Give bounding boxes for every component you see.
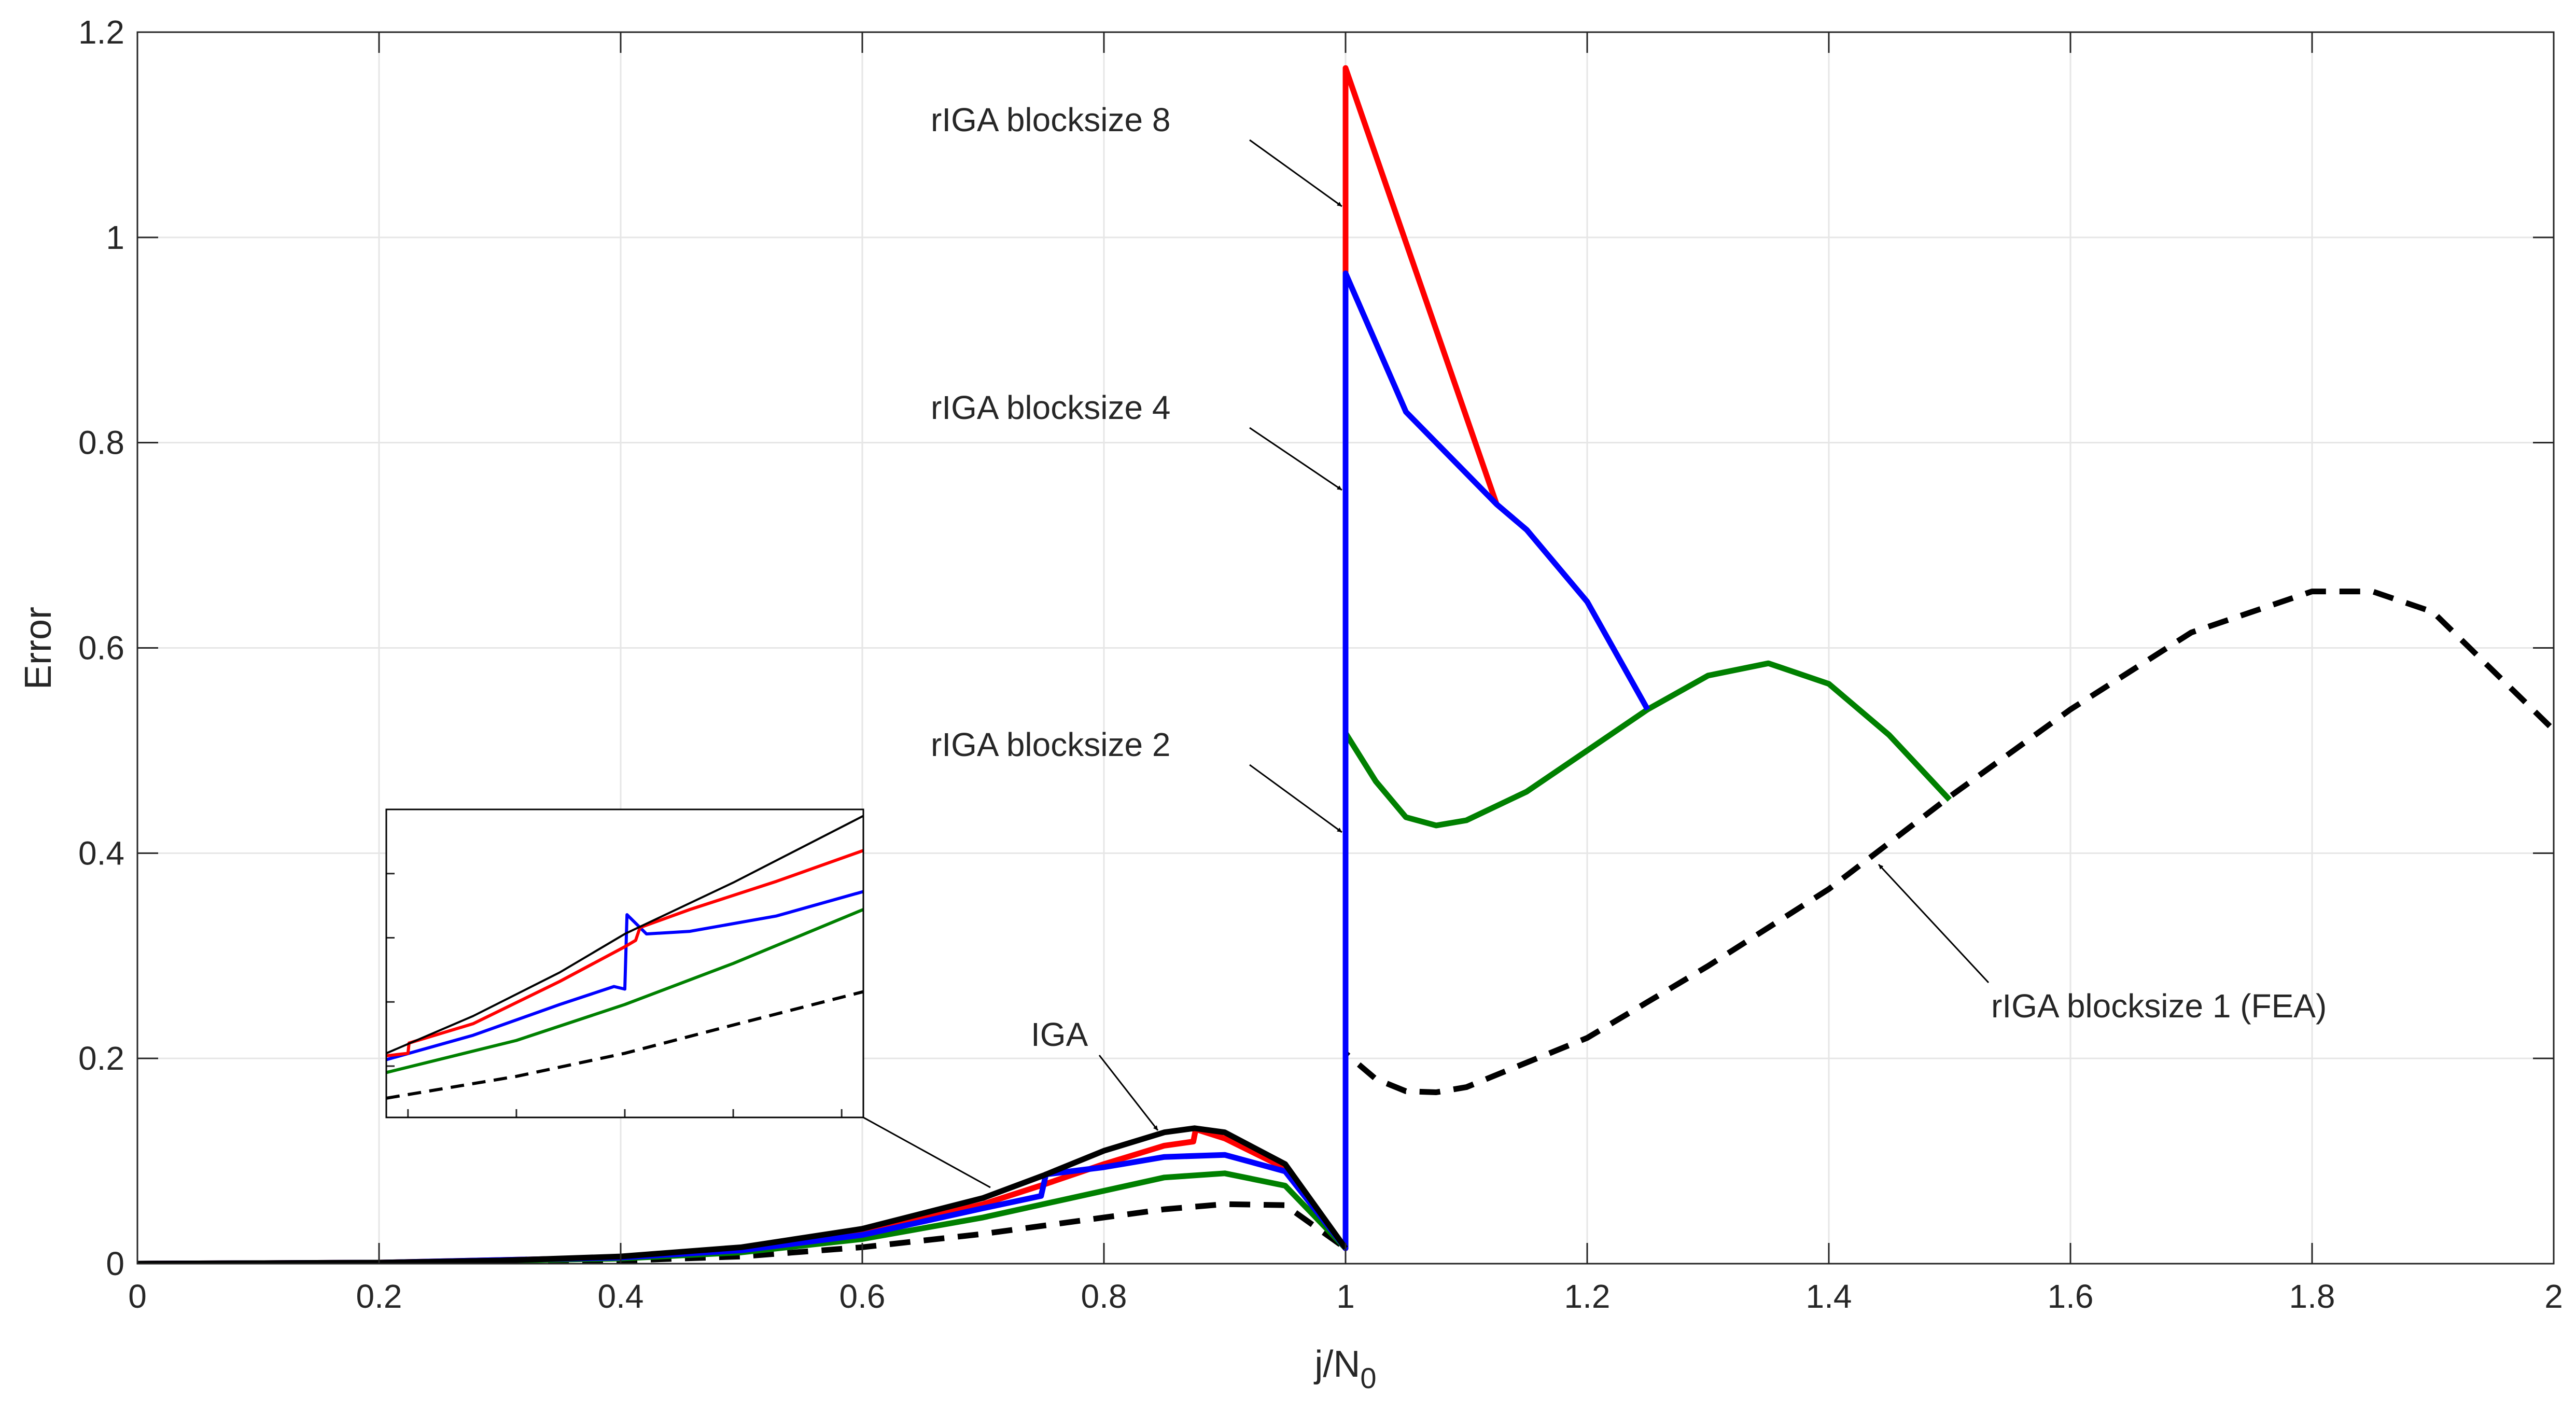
inset-series-blocksize-8	[386, 849, 863, 1058]
x-tick-label: 0	[128, 1278, 147, 1315]
x-tick-label: 2	[2544, 1278, 2563, 1315]
y-tick-label: 0.8	[78, 424, 124, 461]
series-riga-blocksize-2	[137, 660, 1952, 1264]
annotations: rIGA blocksize 8 rIGA blocksize 4 rIGA b…	[931, 101, 2327, 1131]
series-iga	[137, 1125, 1348, 1264]
x-tick-label: 1	[1336, 1278, 1355, 1315]
label-blocksize-8: rIGA blocksize 8	[931, 101, 1170, 138]
arrow-blocksize-2	[1249, 764, 1342, 833]
y-tick-label: 1	[106, 219, 124, 256]
label-blocksize-4: rIGA blocksize 4	[931, 389, 1170, 426]
inset-frame	[385, 808, 864, 1118]
x-axis-label-subscript: 0	[1360, 1362, 1376, 1394]
series-layer	[137, 65, 2554, 1264]
inset-series	[386, 815, 863, 1100]
x-tick-label: 1.2	[1564, 1278, 1611, 1315]
series-riga-blocksize-4	[137, 270, 1650, 1264]
y-tick-label: 0.4	[78, 834, 124, 872]
zoom-inset	[385, 808, 991, 1188]
inset-connector-line	[863, 1116, 991, 1188]
x-tick-label: 1.4	[1806, 1278, 1852, 1315]
label-blocksize-2: rIGA blocksize 2	[931, 726, 1170, 763]
label-blocksize-1-fea: rIGA blocksize 1 (FEA)	[1991, 987, 2327, 1025]
x-tick-label: 1.6	[2048, 1278, 2094, 1315]
inset-series-fea	[386, 990, 863, 1100]
arrow-iga	[1098, 1055, 1159, 1131]
y-tick-label: 0	[106, 1245, 124, 1282]
x-tick-label: 0.4	[598, 1278, 644, 1315]
arrow-blocksize-8	[1249, 139, 1342, 207]
arrow-blocksize-1-fea	[1878, 863, 1990, 984]
y-tick-label: 0.6	[78, 629, 124, 667]
arrow-blocksize-4	[1249, 427, 1342, 491]
inset-series-blocksize-4	[386, 890, 863, 1061]
x-axis-label: j/N0	[1313, 1344, 1376, 1394]
x-tick-label: 1.8	[2289, 1278, 2335, 1315]
x-tick-label: 0.8	[1081, 1278, 1127, 1315]
label-iga: IGA	[1031, 1016, 1088, 1053]
series-riga-blocksize-1-fea	[137, 589, 2554, 1264]
x-tick-label: 0.2	[356, 1278, 402, 1315]
ticks: 0 0.2 0.4 0.6 0.8 1 1.2 1.4 1.6 1.8 2 0 0.2 0.4 0.6 0.8…	[78, 13, 2563, 1315]
x-tick-label: 0.6	[839, 1278, 886, 1315]
y-tick-label: 1.2	[78, 13, 124, 51]
inset-series-iga	[386, 815, 863, 1055]
inset-ticks	[386, 873, 843, 1117]
inset-series-blocksize-2	[386, 908, 863, 1074]
y-tick-label: 0.2	[78, 1040, 124, 1077]
y-axis-label: Error	[18, 607, 59, 690]
